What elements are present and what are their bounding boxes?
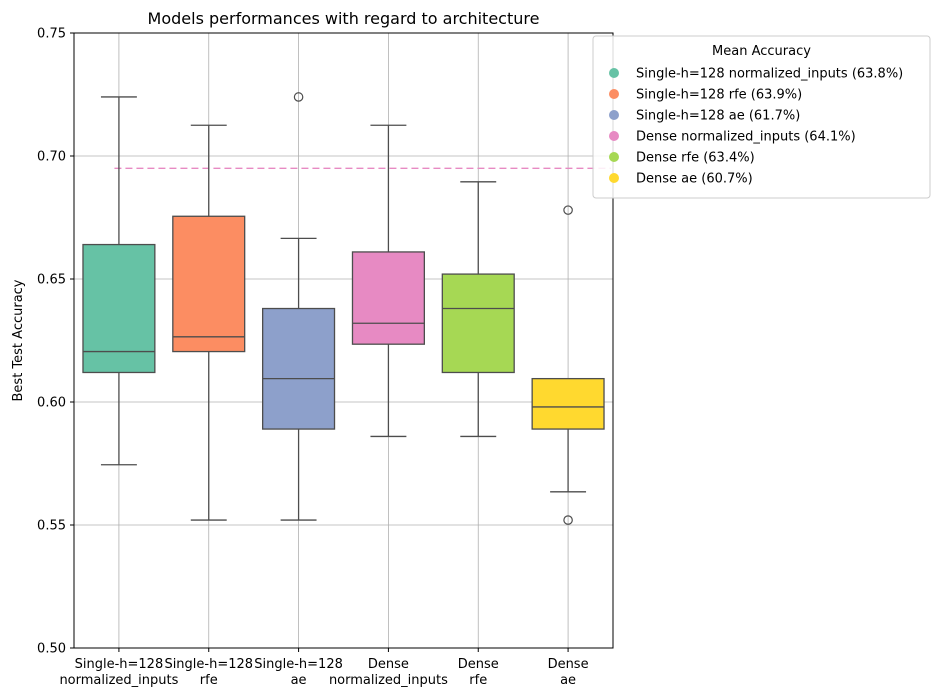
legend-label: Single-h=128 rfe (63.9%) <box>636 88 802 103</box>
x-tick-label-line1: Dense <box>458 657 499 672</box>
box-iqr <box>82 243 156 374</box>
box-group <box>441 181 515 438</box>
outlier-point <box>563 515 573 525</box>
x-tick-label-line2: normalized_inputs <box>329 673 448 688</box>
y-tick-label: 0.50 <box>37 642 66 657</box>
x-tick-label-line1: Single-h=128 <box>254 657 343 672</box>
x-tick-label-line2: ae <box>291 673 307 688</box>
x-tick-label-line2: ae <box>560 673 576 688</box>
x-tick-label-line1: Single-h=128 <box>164 657 253 672</box>
legend-marker <box>609 173 619 183</box>
x-tick-label-line2: rfe <box>469 673 487 688</box>
y-tick-label: 0.55 <box>37 519 66 534</box>
box-iqr <box>261 307 336 430</box>
legend-box <box>592 35 931 199</box>
y-tick-label: 0.65 <box>37 273 66 288</box>
legend-marker <box>609 89 619 99</box>
plot-frame <box>73 32 614 649</box>
x-tick-label-line1: Dense <box>368 657 409 672</box>
box-group <box>261 92 336 521</box>
outlier-point <box>563 205 573 215</box>
box-iqr <box>172 215 246 353</box>
legend-label: Dense normalized_inputs (64.1%) <box>636 130 856 145</box>
legend-marker <box>609 152 619 162</box>
x-tick-label-line1: Single-h=128 <box>75 657 164 672</box>
legend-entries: Single-h=128 normalized_inputs (63.8%) Si… <box>609 67 903 187</box>
y-tick-label: 0.60 <box>37 396 66 411</box>
x-tick-label-line2: rfe <box>200 673 218 688</box>
box-iqr <box>441 273 515 374</box>
boxes-layer <box>82 92 605 525</box>
x-tick-label-line2: normalized_inputs <box>59 673 178 688</box>
y-tick-label: 0.70 <box>37 150 66 165</box>
box-group <box>172 124 246 521</box>
legend-label: Dense ae (60.7%) <box>636 172 753 187</box>
y-axis-label: Best Test Accuracy <box>11 279 26 401</box>
legend-label: Dense rfe (63.4%) <box>636 151 755 166</box>
x-axis-ticks: Single-h=128normalized_inputsSingle-h=12… <box>59 648 589 688</box>
outlier-point <box>293 92 304 102</box>
legend-label: Single-h=128 normalized_inputs (63.8%) <box>636 67 903 82</box>
box-group <box>531 205 605 525</box>
box-iqr <box>351 251 426 345</box>
chart-title: Models performances with regard to archi… <box>148 9 540 28</box>
x-tick-label-line1: Dense <box>548 657 589 672</box>
box-group <box>82 96 156 466</box>
legend: Mean Accuracy Single-h=128 normalized_in… <box>592 35 931 199</box>
legend-marker <box>609 110 619 120</box>
legend-label: Single-h=128 ae (61.7%) <box>636 109 800 124</box>
legend-marker <box>609 131 619 141</box>
box-iqr <box>531 377 605 430</box>
legend-marker <box>609 68 619 78</box>
y-axis-ticks: 0.50 0.55 0.60 0.65 0.70 0.75 <box>37 27 74 657</box>
y-tick-label: 0.75 <box>37 27 66 42</box>
legend-title: Mean Accuracy <box>712 44 811 59</box>
box-group <box>351 124 426 438</box>
